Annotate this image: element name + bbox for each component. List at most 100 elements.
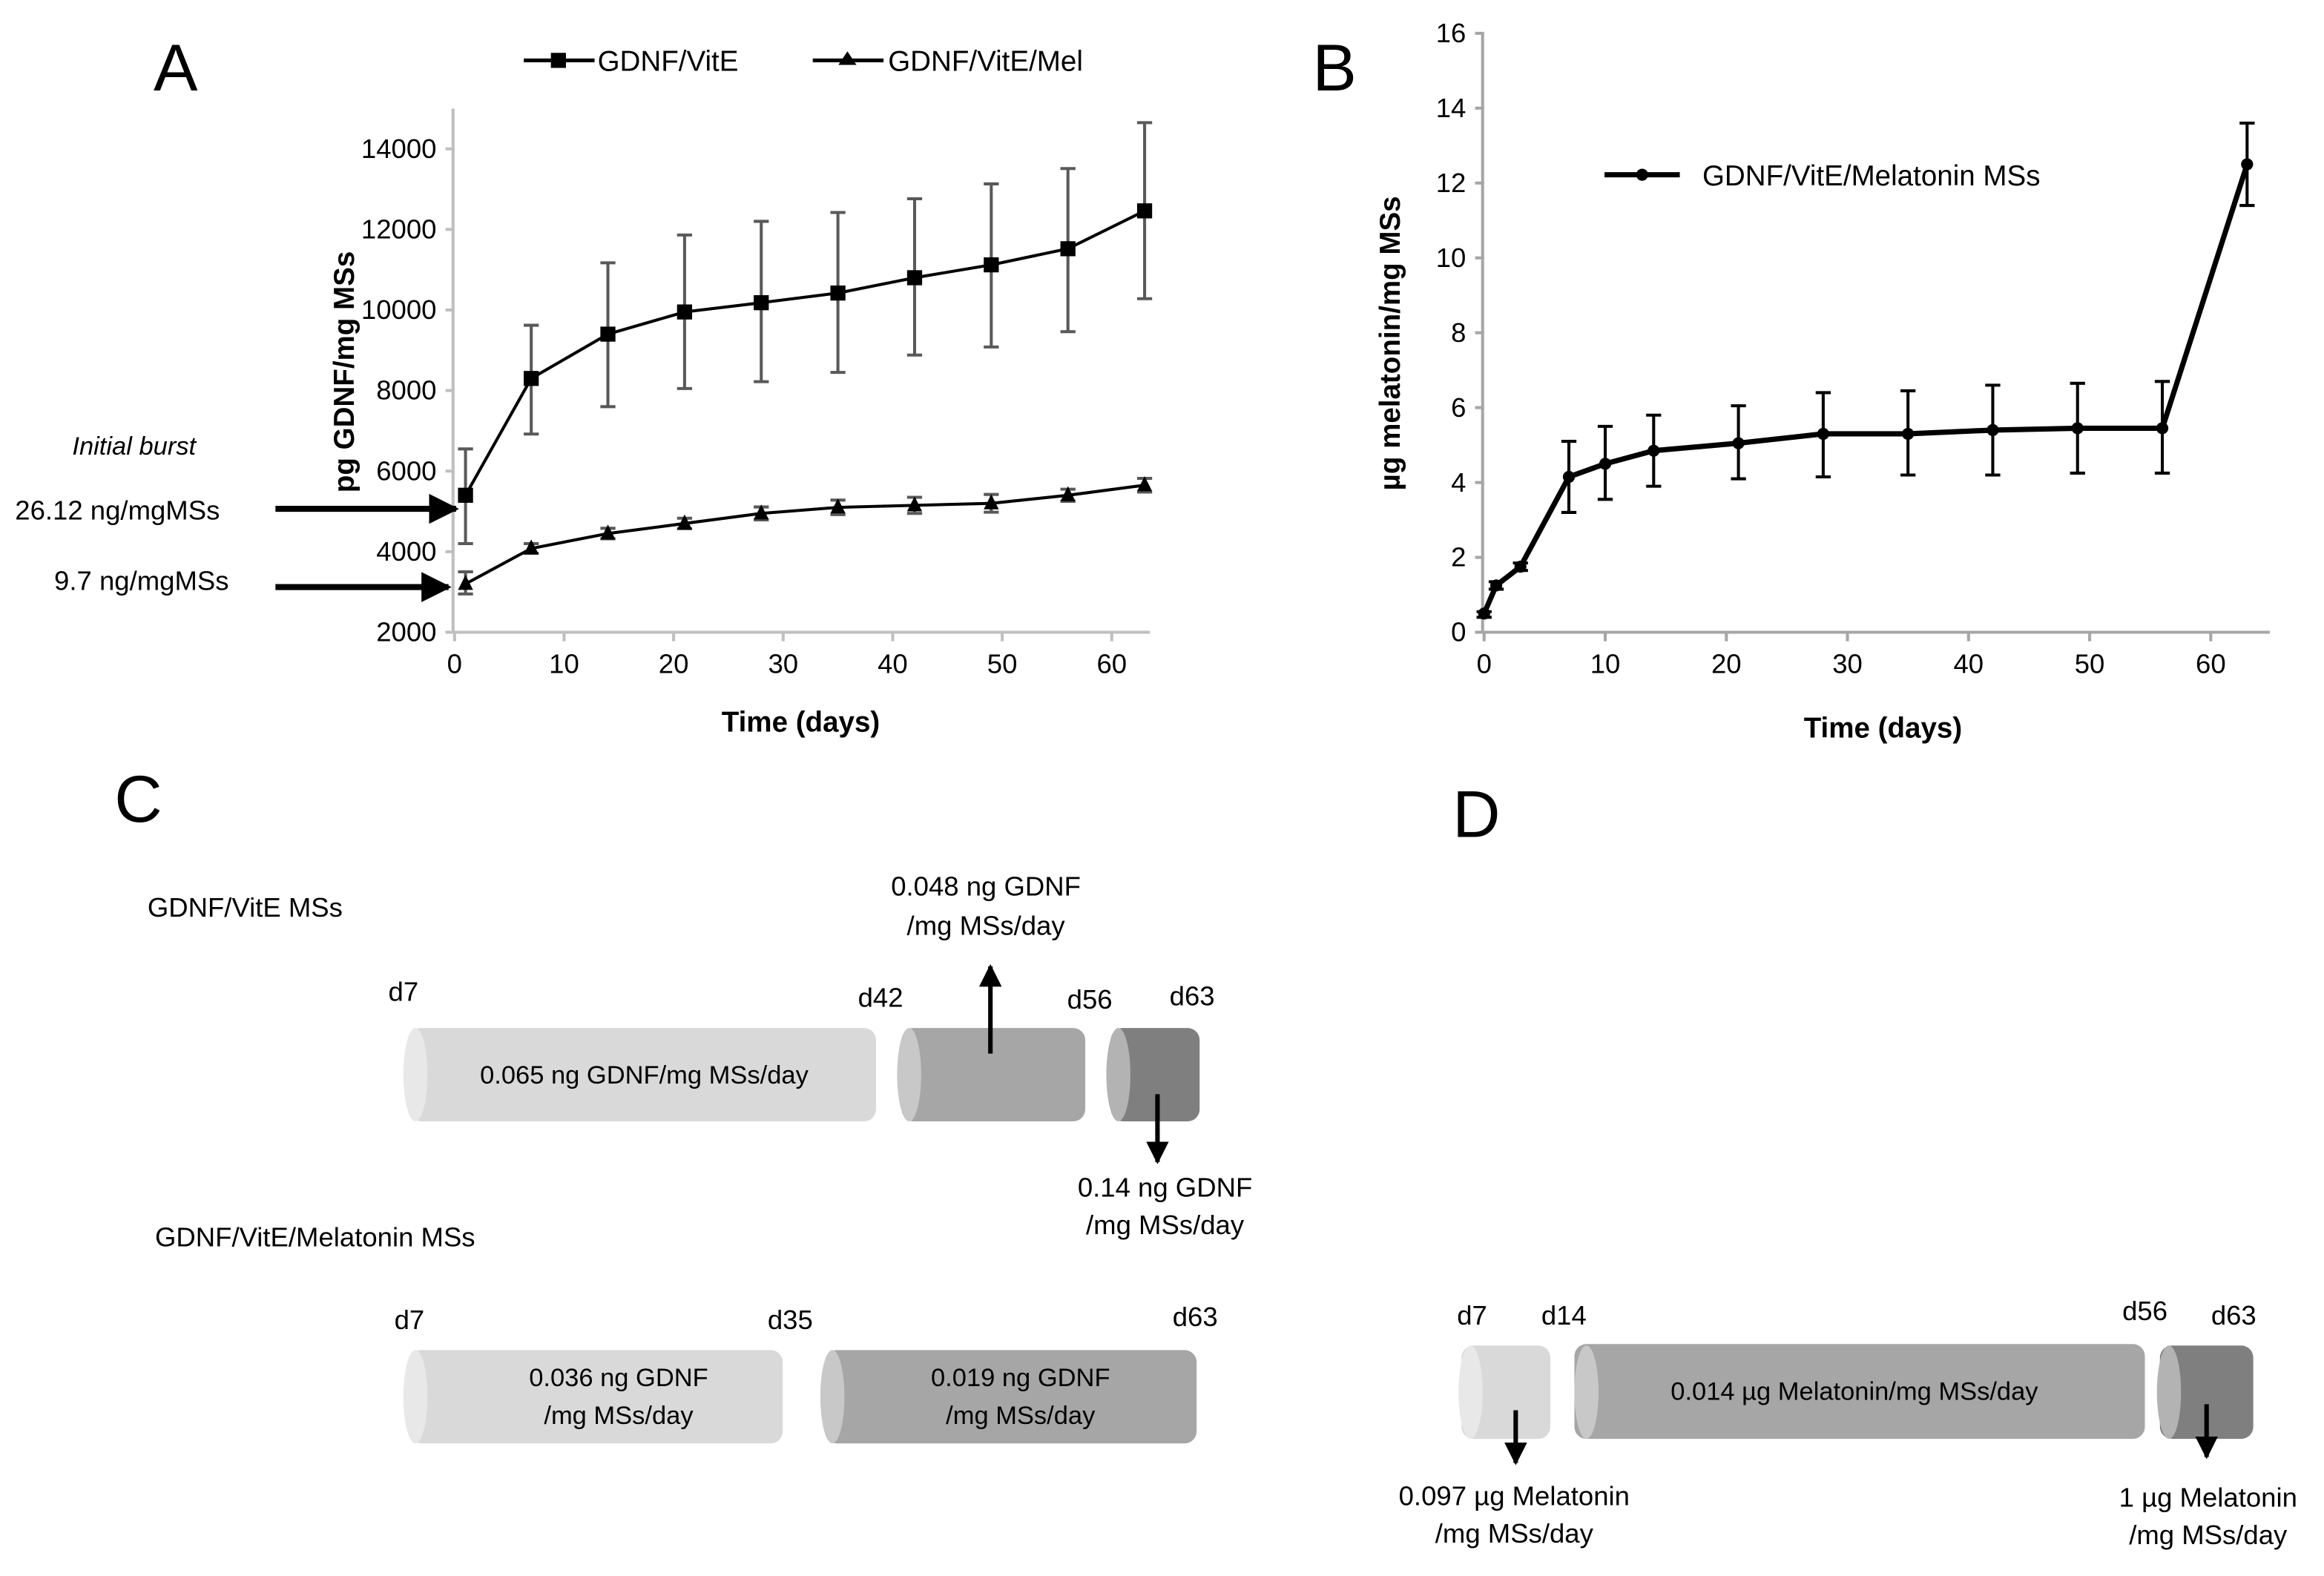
rate-label-up-line2: /mg MSs/day [907,910,1066,940]
chart-b: 0 10 20 30 40 50 60 0 2 4 6 8 10 12 14 16 µg melatonin/… [1375,18,2270,745]
y-tick-label: 8000 [376,375,436,406]
panel-label-b: B [1312,30,1357,105]
diagram-c: GDNF/VitE MSs d7 d42 d56 d63 0.065 ng GD… [148,871,1252,1444]
rate-label-left-line1: 0.097 µg Melatonin [1399,1480,1630,1511]
cylinder-segment-mid [820,1350,1197,1444]
legend-label-melatonin: GDNF/VitE/Melatonin MSs [1702,160,2041,192]
y-tick-label: 14 [1436,93,1467,123]
cylinder-segment-dark [2156,1345,2254,1440]
day-label: d14 [1541,1300,1587,1331]
x-tick-label: 40 [1953,648,1984,679]
y-axis-label-a: pg GDNF/mg MSs [329,251,361,493]
cylinder-segment-mid [1574,1344,2145,1440]
data-point [830,498,846,514]
panel-label-c: C [114,762,162,836]
rate-label-left-line2: /mg MSs/day [1435,1518,1594,1549]
triangle-marker-icon [838,51,857,65]
x-tick-label: 60 [2196,648,2226,679]
circle-marker-icon [1636,168,1648,181]
data-point [1478,607,1490,620]
data-point [984,494,999,510]
row1-title: GDNF/VitE MSs [148,892,343,923]
legend-label-gdnf-vite-mel: GDNF/VitE/Mel [888,46,1083,78]
data-point [2241,158,2254,171]
rate-label-right-line2: /mg MSs/day [2129,1520,2288,1550]
row2-title: GDNF/VitE/Melatonin MSs [155,1221,475,1252]
panel-label-d: D [1452,777,1500,851]
data-point [1732,437,1745,449]
rate-label: /mg MSs/day [544,1402,694,1430]
legend-b: GDNF/VitE/Melatonin MSs [1604,160,2041,192]
y-tick-label: 14000 [361,133,437,164]
data-point [1562,470,1576,484]
rate-label: 0.014 µg Melatonin/mg MSs/day [1670,1377,2038,1405]
day-label: d63 [2211,1300,2256,1331]
data-point [2156,422,2169,435]
data-point [906,270,923,286]
data-point [1060,486,1076,501]
data-point [1060,241,1076,257]
data-point [1817,427,1830,441]
x-tick-label: 40 [878,648,908,679]
burst-label-gdnf-vite-mel: 9.7 ng/mgMSs [54,566,228,596]
data-point [984,257,999,273]
series-line [464,484,1145,586]
data-point [1489,579,1503,592]
x-tick-label: 10 [549,648,579,679]
cylinder-segment-light [403,1028,876,1121]
data-point [1986,423,1999,437]
panel-label-a: A [154,30,198,105]
day-label: d7 [389,977,419,1007]
data-point [458,487,473,503]
y-tick-label: 16 [1436,18,1467,48]
rate-label: /mg MSs/day [946,1402,1096,1430]
y-tick-label: 2 [1451,542,1466,573]
data-point [906,496,923,512]
day-label: d56 [1067,984,1113,1015]
day-label: d63 [1173,1302,1218,1332]
x-tick-label: 50 [2075,648,2105,679]
y-tick-label: 10 [1436,243,1467,273]
data-point [2071,422,2084,435]
rate-label: 0.019 ng GDNF [931,1364,1110,1392]
cylinder-segment-dark [1106,1028,1200,1121]
day-label: d42 [858,983,903,1013]
day-label: d63 [1170,981,1215,1012]
initial-burst-label: Initial burst [72,432,197,461]
day-label: d56 [2122,1296,2167,1326]
y-tick-label: 8 [1451,317,1466,348]
cylinder-segment-light [403,1350,783,1444]
y-tick-label: 4 [1451,467,1466,498]
x-tick-label: 30 [768,648,798,679]
square-marker-icon [550,53,566,68]
data-point [1902,427,1915,441]
rate-label: 0.065 ng GDNF/mg MSs/day [480,1061,809,1089]
day-label: d7 [395,1305,425,1335]
burst-label-gdnf-vite: 26.12 ng/mgMSs [15,495,220,525]
y-tick-label: 0 [1451,617,1466,647]
data-point [458,575,473,590]
data-point [1514,561,1527,573]
x-tick-label: 20 [659,648,689,679]
y-tick-label: 12000 [361,214,437,244]
data-point [677,304,693,320]
rate-label-up-line1: 0.048 ng GDNF [891,871,1081,902]
y-tick-label: 10000 [361,294,437,325]
data-point [524,371,539,386]
day-label: d7 [1457,1300,1487,1331]
cylinder-segment-mid [897,1028,1086,1121]
diagram-d: d7 d14 d56 d63 0.014 µg Melatonin/mg MSs… [1399,1296,2297,1550]
data-point [600,326,616,342]
y-axis-label-b: µg melatonin/mg MSs [1375,196,1406,490]
x-axis-label-b: Time (days) [1804,713,1963,745]
y-tick-label: 6 [1451,392,1466,423]
data-point [1599,458,1612,470]
y-tick-label: 2000 [376,617,436,647]
x-tick-label: 20 [1711,648,1742,679]
data-point [754,295,769,311]
rate-label-right-line1: 1 µg Melatonin [2119,1482,2297,1512]
legend-a: GDNF/VitE GDNF/VitE/Mel [524,46,1083,78]
data-point [754,504,769,520]
series-line [464,209,1145,496]
